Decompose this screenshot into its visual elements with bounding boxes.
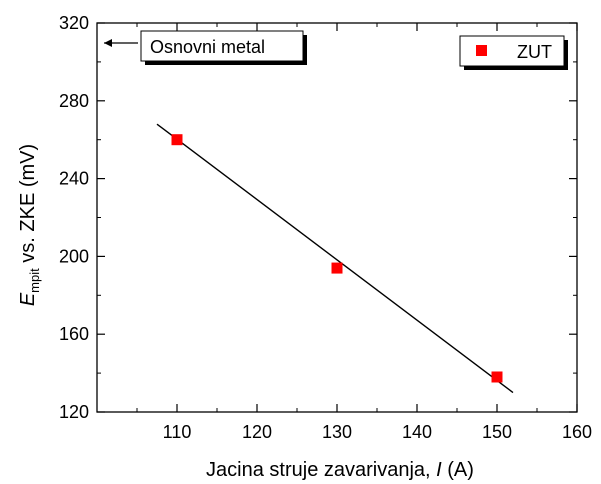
x-tick-label: 140 xyxy=(402,422,432,442)
y-tick-label: 280 xyxy=(59,91,89,111)
y-tick-label: 320 xyxy=(59,13,89,33)
y-tick-label: 200 xyxy=(59,246,89,266)
legend: ZUT xyxy=(459,35,568,70)
y-axis-label-rest: vs. ZKE (mV) xyxy=(17,144,39,268)
x-tick-label: 130 xyxy=(322,422,352,442)
x-tick-label: 150 xyxy=(482,422,512,442)
y-tick-label: 120 xyxy=(59,402,89,422)
x-axis-label-unit: (A) xyxy=(442,459,474,481)
y-axis-label: Empit vs. ZKE (mV) xyxy=(17,144,42,306)
annotation-box xyxy=(140,30,304,62)
data-point xyxy=(491,371,503,383)
x-tick-label: 160 xyxy=(562,422,592,442)
x-axis-label-var: I xyxy=(436,459,442,481)
data-point xyxy=(171,134,183,146)
annotation-text: Osnovni metal xyxy=(150,37,265,57)
annotation-arrowhead-icon xyxy=(104,39,112,47)
y-axis-label-sub: mpit xyxy=(27,268,42,293)
y-axis-label-var: E xyxy=(17,292,39,306)
y-tick-label: 160 xyxy=(59,324,89,344)
x-axis-label-prefix: Jacina struje zavarivanja, xyxy=(206,459,436,481)
legend-label-zut: ZUT xyxy=(517,42,552,62)
plot-area: 110 120 130 140 150 160 120 160 200 240 280 320 xyxy=(59,13,592,442)
legend-marker-zut xyxy=(476,45,487,56)
y-tick-label: 240 xyxy=(59,169,89,189)
plot-frame xyxy=(96,22,578,413)
fit-line xyxy=(156,123,514,394)
x-tick-label: 110 xyxy=(163,422,192,442)
data-point xyxy=(331,262,343,274)
x-axis-label: Jacina struje zavarivanja, I (A) xyxy=(206,459,474,481)
x-tick-label: 120 xyxy=(242,422,272,442)
annotation-group: Osnovni metal xyxy=(104,30,307,65)
